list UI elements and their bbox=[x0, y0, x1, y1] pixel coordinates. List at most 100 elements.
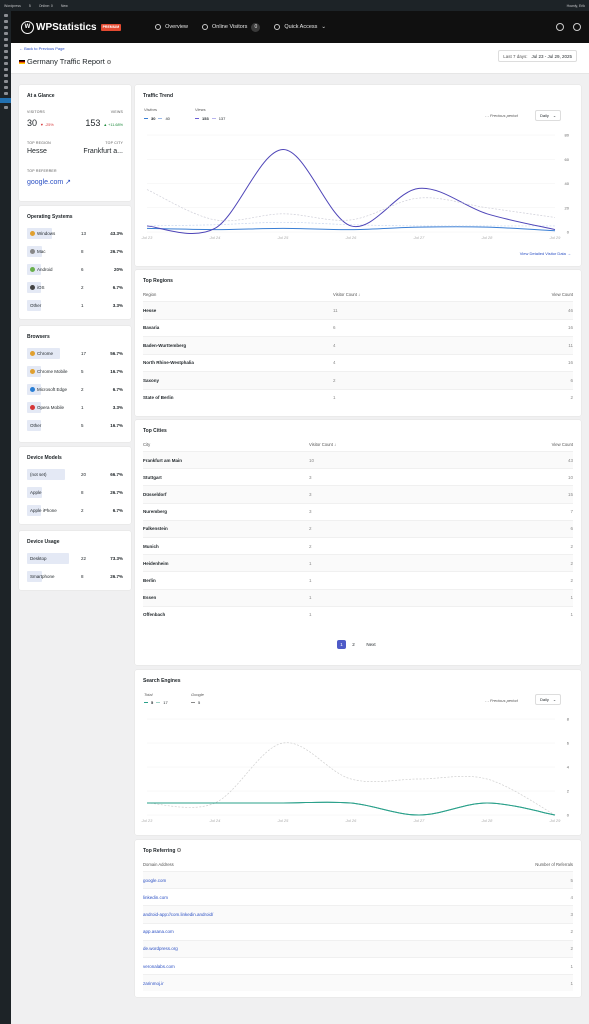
logo[interactable]: W WPStatistics PREMIUM bbox=[21, 20, 122, 34]
menu-icon-active[interactable] bbox=[0, 98, 11, 103]
list-item[interactable]: Opera Mobile 1 3.3% bbox=[27, 402, 123, 413]
back-link[interactable]: ← Back to Previous Page bbox=[19, 46, 65, 51]
menu-icon[interactable] bbox=[3, 62, 8, 65]
list-item[interactable]: Apple 8 26.7% bbox=[27, 487, 123, 498]
table-row: Düsseldorf 3 15 bbox=[143, 485, 573, 503]
search-engines-chart: 0 2 4 6 8 Jul 23 Jul 24 Jul 25 Jul 26 Jul 27 Jul 2… bbox=[141, 717, 570, 824]
menu-icon[interactable] bbox=[3, 92, 8, 95]
item-name: iOS bbox=[27, 285, 45, 290]
item-icon bbox=[30, 369, 35, 374]
row-referrals: 2 bbox=[570, 929, 573, 935]
page-button-2[interactable]: 2 bbox=[352, 642, 355, 647]
row-name[interactable]: veronalabs.com bbox=[143, 963, 175, 969]
row-name[interactable]: linkedin.com bbox=[143, 894, 169, 900]
view-detailed-link[interactable]: View Detailed Visitor Data → bbox=[519, 251, 571, 256]
item-name: Other bbox=[27, 423, 41, 428]
list-item[interactable]: Mac 8 26.7% bbox=[27, 246, 123, 257]
row-referrals: 4 bbox=[570, 894, 573, 900]
row-name[interactable]: google.com bbox=[143, 877, 167, 883]
list-item[interactable]: Desktop 22 73.3% bbox=[27, 553, 123, 564]
interval-select[interactable]: Daily ⌄ bbox=[535, 110, 562, 121]
menu-icon[interactable] bbox=[3, 74, 8, 77]
row-views: 7 bbox=[570, 509, 573, 515]
legend-total[interactable]: 5 17 bbox=[144, 700, 168, 705]
legend-visitors[interactable]: 30 40 bbox=[144, 116, 170, 121]
adminbar-item[interactable]: Online: 0 bbox=[38, 3, 53, 8]
menu-icon[interactable] bbox=[3, 38, 8, 41]
nav-quick-access[interactable]: Quick Access ⌄ bbox=[274, 24, 326, 30]
legend-views[interactable]: 153 137 bbox=[195, 116, 225, 121]
row-name[interactable]: zarinmoj.ir bbox=[143, 980, 164, 986]
item-label: Other bbox=[30, 303, 42, 308]
table-row: Berlin 1 2 bbox=[143, 571, 573, 588]
menu-icon[interactable] bbox=[3, 106, 8, 109]
list-item[interactable]: Apple iPhone 2 6.7% bbox=[27, 505, 123, 516]
list-item[interactable]: Chrome Mobile 5 16.7% bbox=[27, 366, 123, 377]
menu-icon[interactable] bbox=[3, 20, 8, 23]
y-tick-label: 2 bbox=[567, 789, 570, 794]
list-item[interactable]: Other 1 3.3% bbox=[27, 300, 123, 311]
adminbar-item[interactable]: Wordpress bbox=[4, 3, 21, 8]
nav-online-visitors[interactable]: Online Visitors 0 bbox=[202, 22, 261, 32]
row-name[interactable]: de.wordpress.org bbox=[143, 946, 178, 952]
row-name: Falkenstein bbox=[143, 526, 168, 532]
menu-icon[interactable] bbox=[3, 26, 8, 29]
list-item[interactable]: Windows 13 43.3% bbox=[27, 228, 123, 239]
external-link-icon: ↗ bbox=[65, 179, 72, 186]
column-header[interactable]: Visitor Count ↓ bbox=[309, 442, 337, 447]
table-row: Nuremberg 3 7 bbox=[143, 502, 573, 520]
column-header[interactable]: Visitor Count ↓ bbox=[333, 292, 361, 297]
list-item[interactable]: Chrome 17 56.7% bbox=[27, 348, 123, 359]
bell-icon[interactable] bbox=[573, 23, 581, 31]
row-name[interactable]: android-app://com.linkedin.android/ bbox=[143, 911, 214, 917]
total-current: 5 bbox=[151, 700, 154, 705]
series-line bbox=[147, 801, 556, 816]
item-label: Desktop bbox=[30, 556, 47, 561]
share-bar bbox=[27, 348, 60, 359]
adminbar-item[interactable]: 5 bbox=[28, 3, 31, 8]
row-name[interactable]: app.asana.com bbox=[143, 929, 174, 935]
list-item[interactable]: (not set) 20 66.7% bbox=[27, 469, 123, 480]
menu-icon[interactable] bbox=[3, 14, 8, 17]
interval-select[interactable]: Daily ⌄ bbox=[535, 694, 562, 705]
adminbar-user[interactable]: Howdy, Erik bbox=[566, 3, 585, 8]
y-tick-label: 60 bbox=[565, 157, 570, 162]
legend-swatch bbox=[144, 118, 148, 119]
nav-overview[interactable]: Overview bbox=[155, 24, 188, 30]
top-referrer-link[interactable]: google.com ↗ bbox=[27, 178, 71, 186]
item-percent: 26.7% bbox=[110, 490, 123, 495]
previous-period-toggle[interactable]: - - Previous period bbox=[485, 113, 518, 118]
menu-icon[interactable] bbox=[3, 32, 8, 35]
list-item[interactable]: Other 5 16.7% bbox=[27, 420, 123, 431]
menu-icon[interactable] bbox=[3, 56, 8, 59]
item-icon bbox=[30, 285, 35, 290]
list-item[interactable]: Android 6 20% bbox=[27, 264, 123, 275]
list-item[interactable]: iOS 2 6.7% bbox=[27, 282, 123, 293]
adminbar-item[interactable]: New bbox=[60, 3, 68, 8]
next-page-button[interactable]: Next bbox=[366, 642, 376, 647]
nav-label: Online Visitors bbox=[212, 24, 248, 30]
card-title: Top Referring bbox=[143, 848, 181, 854]
menu-icon[interactable] bbox=[3, 80, 8, 83]
shield-icon[interactable] bbox=[556, 23, 564, 31]
x-tick-label: Jul 23 bbox=[141, 818, 153, 823]
page-button-1[interactable]: 1 bbox=[337, 640, 346, 649]
admin-sidebar bbox=[0, 11, 11, 1024]
top-region-value: Hesse bbox=[27, 148, 47, 155]
menu-icon[interactable] bbox=[3, 86, 8, 89]
list-item[interactable]: Smartphone 8 26.7% bbox=[27, 571, 123, 582]
info-icon[interactable] bbox=[106, 59, 111, 64]
menu-icon[interactable] bbox=[3, 44, 8, 47]
online-count-badge: 0 bbox=[251, 22, 261, 32]
menu-icon[interactable] bbox=[3, 68, 8, 71]
menu-icon[interactable] bbox=[3, 50, 8, 53]
card-title: Device Usage bbox=[27, 539, 60, 545]
x-tick-label: Jul 28 bbox=[481, 818, 493, 823]
date-range-picker[interactable]: Last 7 days: Jul 23 - Jul 29, 2025 bbox=[498, 50, 577, 62]
info-icon[interactable] bbox=[176, 848, 181, 852]
row-name: Baden-Wurttemberg bbox=[143, 342, 187, 348]
list-item[interactable]: Microsoft Edge 2 6.7% bbox=[27, 384, 123, 395]
previous-period-toggle[interactable]: - - Previous period bbox=[485, 698, 518, 703]
legend-visitors-label: Visitors bbox=[144, 107, 158, 112]
legend-google[interactable]: 5 bbox=[191, 700, 200, 705]
